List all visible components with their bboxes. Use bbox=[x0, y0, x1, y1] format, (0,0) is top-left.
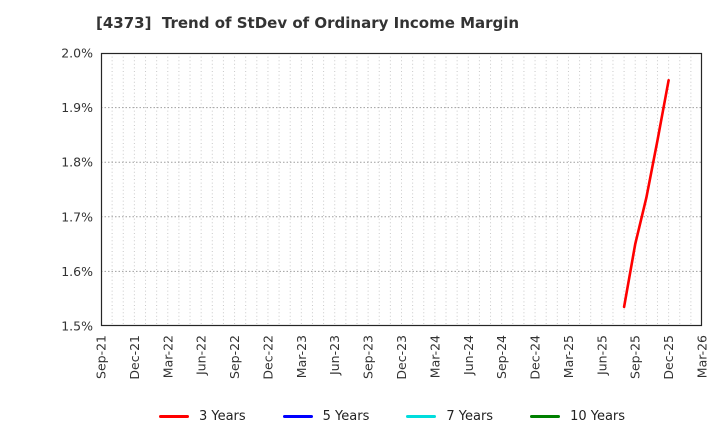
x-tick-label: Jun-22 bbox=[194, 335, 209, 376]
legend-item: 3 Years bbox=[158, 408, 246, 424]
x-tick-label: Jun-24 bbox=[461, 335, 476, 376]
x-tick-label: Sep-23 bbox=[361, 335, 376, 379]
legend-item: 7 Years bbox=[406, 409, 493, 424]
legend-line-swatch bbox=[158, 414, 189, 418]
x-tick-label: Mar-25 bbox=[561, 335, 576, 378]
x-tick-label: Sep-22 bbox=[227, 335, 242, 379]
x-tick-label: Jun-23 bbox=[327, 335, 342, 376]
chart-title: [4373] Trend of StDev of Ordinary Income… bbox=[96, 14, 520, 32]
y-tick-label: 1.8% bbox=[61, 155, 93, 170]
legend-label: 3 Years bbox=[198, 408, 246, 424]
series-line-3-years bbox=[622, 79, 670, 309]
x-tick-label: Dec-22 bbox=[260, 335, 275, 380]
legend-line-swatch bbox=[282, 414, 313, 418]
legend-line-swatch bbox=[406, 414, 437, 418]
x-tick-label: Jun-25 bbox=[594, 335, 609, 376]
legend-label: 7 Years bbox=[446, 408, 494, 424]
x-tick-label: Sep-25 bbox=[628, 335, 643, 379]
x-tick-label: Mar-26 bbox=[695, 335, 710, 378]
x-tick-label: Dec-25 bbox=[661, 335, 676, 380]
legend-item: 5 Years bbox=[282, 408, 370, 424]
x-tick-label: Mar-23 bbox=[294, 335, 309, 378]
y-tick-label: 1.5% bbox=[61, 319, 93, 334]
plot-border bbox=[100, 52, 703, 327]
x-tick-label: Mar-24 bbox=[427, 335, 442, 378]
x-tick-label: Dec-24 bbox=[528, 335, 543, 380]
chart-legend: 3 Years 5 Years 7 Years 10 Years bbox=[0, 403, 720, 429]
y-tick-label: 1.9% bbox=[61, 100, 93, 115]
y-tick-label: 1.6% bbox=[61, 264, 93, 279]
x-tick-label: Sep-21 bbox=[94, 335, 109, 379]
x-tick-label: Dec-21 bbox=[127, 335, 142, 380]
legend-label: 10 Years bbox=[570, 408, 626, 424]
x-tick-label: Dec-23 bbox=[394, 335, 409, 380]
y-tick-label: 2.0% bbox=[61, 46, 93, 61]
legend-item: 10 Years bbox=[530, 409, 625, 424]
x-tick-label: Mar-22 bbox=[160, 335, 175, 378]
x-tick-label: Sep-24 bbox=[494, 335, 509, 379]
y-tick-label: 1.7% bbox=[61, 209, 93, 224]
legend-line-swatch bbox=[530, 414, 561, 418]
legend-label: 5 Years bbox=[322, 408, 370, 424]
